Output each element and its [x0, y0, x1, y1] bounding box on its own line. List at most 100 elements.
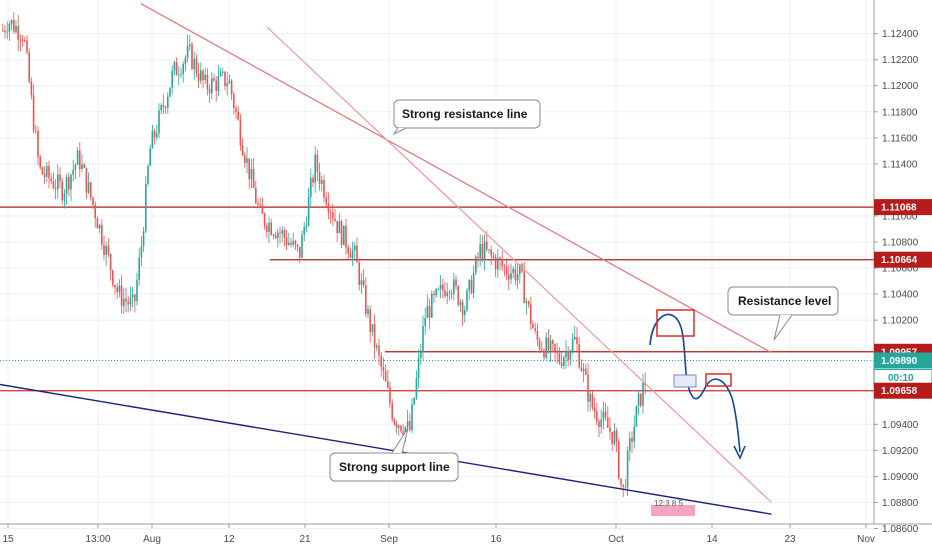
candle [171, 65, 173, 95]
candle-body [19, 39, 22, 41]
candle-body [248, 158, 250, 180]
candle [395, 420, 398, 434]
candle-body [6, 31, 8, 33]
candle [153, 128, 156, 145]
resistance-level-callout-text: Resistance level [738, 294, 831, 308]
price-axis[interactable]: 1.12400 1.12200 1.12000 1.11800 1.11600 1.114… [873, 0, 932, 550]
candle [389, 382, 391, 408]
candle [41, 166, 44, 175]
candle [466, 287, 468, 313]
candle [633, 415, 635, 449]
countdown-tag-label: 00:10 [888, 373, 914, 384]
candle [158, 103, 160, 139]
candle-body [140, 246, 143, 258]
candle [90, 181, 92, 201]
candle-body [85, 167, 88, 193]
candle [175, 57, 178, 76]
candle-body [547, 337, 550, 351]
candle [270, 218, 272, 236]
candle [574, 325, 576, 341]
candle-body [523, 271, 525, 304]
candle [98, 223, 101, 234]
price-tag-3-bg [874, 382, 932, 399]
candle-body [457, 286, 459, 305]
candle-body [189, 44, 191, 46]
candle-body [217, 76, 220, 92]
candle-body [329, 211, 332, 213]
candle-body [169, 87, 171, 97]
candle [514, 263, 517, 286]
candle [400, 424, 402, 434]
candle-body [303, 227, 305, 235]
candle [299, 246, 301, 263]
candle-body [162, 104, 165, 108]
candle [554, 343, 556, 362]
candle-body [237, 111, 239, 120]
candle-body [147, 165, 149, 184]
candle-body [525, 301, 528, 304]
candle [426, 294, 429, 319]
candle [536, 322, 539, 347]
candle-body [305, 225, 308, 228]
candle [345, 218, 347, 255]
candle-body [556, 351, 558, 354]
candle [468, 279, 470, 301]
candle-body [527, 301, 530, 304]
candle [428, 298, 431, 329]
candle-body [373, 324, 376, 348]
candle [103, 235, 105, 261]
candle [4, 25, 6, 38]
candle-body [391, 403, 393, 420]
candle-body [343, 225, 345, 245]
candle [499, 256, 501, 271]
candle-body [345, 225, 347, 248]
candle-body [76, 150, 79, 165]
candle [134, 293, 136, 313]
candle [32, 84, 35, 134]
candle-body [642, 382, 644, 406]
candle [219, 67, 222, 78]
candle [329, 209, 332, 224]
watermark-text: 12:3 8 5 [654, 499, 683, 508]
candle-body [576, 336, 578, 345]
candle [215, 76, 217, 102]
candle-body [219, 72, 222, 77]
candle-body [244, 155, 246, 163]
candle [615, 427, 618, 452]
candle-body [439, 284, 442, 289]
x-tick-label: Nov [857, 534, 875, 545]
candle-body [2, 30, 4, 32]
candle [325, 191, 327, 207]
candle [94, 201, 96, 228]
candle-body [417, 358, 420, 378]
candle [637, 390, 640, 415]
candle-body [560, 362, 563, 366]
candle [252, 158, 255, 189]
candle [114, 284, 116, 295]
candle-body [101, 224, 103, 245]
candle [241, 137, 244, 157]
trendline-steep [266, 26, 772, 503]
candle [48, 160, 50, 189]
candle [332, 203, 334, 227]
candle-body [292, 240, 294, 245]
candle-body [107, 245, 110, 255]
candle [378, 339, 380, 365]
candle-body [585, 368, 587, 375]
candle [582, 363, 585, 383]
candle-body [235, 107, 237, 112]
candle [162, 94, 165, 115]
time-axis[interactable]: 15 13:00 Aug 12 21 Sep 16 Oct 14 23 Nov [0, 523, 932, 545]
candle [534, 322, 536, 334]
candle [620, 478, 622, 489]
candle [609, 416, 611, 440]
candle-body [534, 328, 536, 331]
candle-body [263, 213, 266, 226]
candle [292, 232, 294, 248]
y-tick-label: 1.09200 [882, 446, 919, 457]
candle-body [301, 234, 303, 258]
candle-body [131, 294, 134, 298]
candle [382, 357, 385, 380]
candle-body [475, 256, 477, 273]
